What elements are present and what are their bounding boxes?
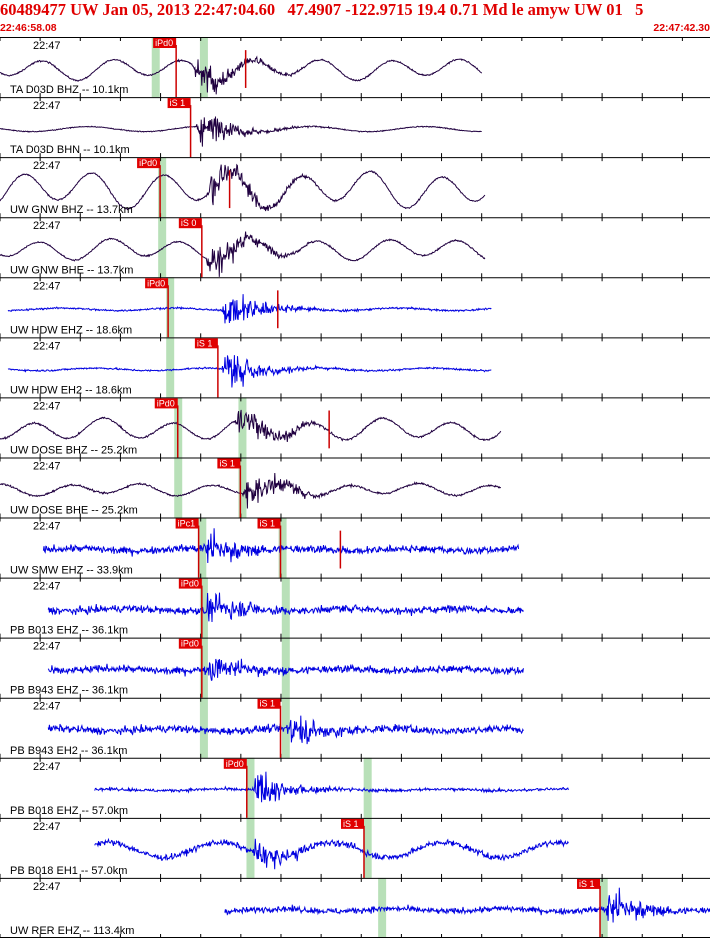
channel-label: UW GNW BHE -- 13.7km [10, 264, 133, 276]
theoretical-arrival-band [151, 37, 160, 98]
phase-pick-label: iPd0 [157, 398, 175, 408]
theoretical-arrival-band [281, 577, 290, 638]
event-header: 60489477 UW Jan 05, 2013 22:47:04.60 47.… [0, 0, 710, 37]
phase-pick-box [167, 98, 191, 109]
waveform-trace [94, 837, 569, 870]
panel-time-label: 22:47 [33, 701, 61, 713]
panel-time-label: 22:47 [33, 280, 61, 292]
phase-pick-label: iS 1 [170, 98, 186, 108]
channel-label: UW DOSE BHE -- 25.2km [10, 505, 138, 517]
phase-pick-box [178, 218, 202, 229]
phase-pick-label: iPd0 [181, 579, 199, 589]
phase-pick-box [145, 278, 169, 289]
seismogram-plot: iPd0 22:47 TA D03D BHZ -- 10.1km iS 1 22:47 T… [0, 37, 710, 938]
phase-pick-label: iPd0 [226, 759, 244, 769]
panel-time-label: 22:47 [33, 160, 61, 172]
channel-label: TA D03D BHN -- 10.1km [10, 144, 130, 156]
phase-pick-label: iS 1 [260, 699, 276, 709]
phase-pick-box [178, 578, 202, 589]
phase-pick-box [257, 518, 281, 529]
waveform-trace [47, 592, 524, 623]
panel-time-label: 22:47 [33, 641, 61, 653]
panel-time-label: 22:47 [33, 460, 61, 472]
channel-label: UW GNW BHZ -- 13.7km [10, 204, 133, 216]
waveform-trace [224, 887, 710, 923]
waveform-trace [7, 294, 492, 324]
theoretical-arrival-band [363, 757, 372, 818]
channel-label: PB B943 EH2 -- 36.1km [10, 745, 127, 757]
waveform-trace [0, 231, 486, 277]
channel-label: UW HDW EHZ -- 18.6km [10, 324, 132, 336]
phase-pick-label: iPd0 [155, 38, 173, 48]
theoretical-arrival-band [166, 337, 175, 398]
phase-pick-box [178, 638, 202, 649]
phase-pick-label: iPc1 [178, 519, 196, 529]
channel-label: UW RER EHZ -- 113.4km [10, 925, 134, 937]
phase-pick-label: iS 0 [181, 218, 197, 228]
channel-label: TA D03D BHZ -- 10.1km [10, 84, 128, 96]
panel-time-label: 22:47 [33, 521, 61, 533]
waveform-trace [7, 355, 492, 388]
phase-pick-label: iS 1 [197, 338, 213, 348]
phase-pick-box [137, 158, 161, 169]
panel-time-label: 22:47 [33, 40, 61, 52]
channel-label: PB B013 EHZ -- 36.1km [10, 625, 128, 637]
channel-label: UW HDW EH2 -- 18.6km [10, 384, 132, 396]
phase-pick-label: iPd0 [181, 639, 199, 649]
channel-label: PB B018 EH1 -- 57.0km [10, 865, 127, 877]
waveform-trace [47, 658, 524, 682]
time-start-label: 22:46:58.08 [0, 22, 57, 34]
phase-pick-label: iS 1 [219, 458, 235, 468]
panel-time-label: 22:47 [33, 821, 61, 833]
theoretical-arrival-band [199, 697, 208, 758]
panel-time-label: 22:47 [33, 581, 61, 593]
theoretical-arrival-band [158, 157, 167, 218]
theoretical-arrival-band [166, 277, 175, 338]
theoretical-arrival-band [246, 757, 255, 818]
phase-pick-box [194, 338, 218, 349]
waveform-trace [0, 116, 482, 147]
channel-label: PB B018 EHZ -- 57.0km [10, 805, 128, 817]
phase-pick-box [577, 878, 601, 889]
phase-pick-box [223, 758, 247, 769]
channel-label: PB B943 EHZ -- 36.1km [10, 685, 128, 697]
phase-pick-label: iS 1 [343, 819, 359, 829]
waveform-trace [94, 771, 569, 803]
panel-time-label: 22:47 [33, 220, 61, 232]
theoretical-arrival-band [363, 817, 372, 878]
phase-pick-label: iPd0 [139, 158, 157, 168]
phase-pick-box [340, 818, 364, 829]
phase-pick-label: iS 1 [579, 879, 595, 889]
theoretical-arrival-band [158, 217, 167, 278]
theoretical-arrival-band [199, 577, 208, 638]
waveform-trace [0, 472, 502, 509]
channel-label: UW SMW EHZ -- 33.9km [10, 565, 133, 577]
theoretical-arrival-band [238, 457, 247, 518]
waveform-trace [47, 715, 524, 745]
panel-time-label: 22:47 [33, 761, 61, 773]
panel-time-label: 22:47 [33, 881, 61, 893]
channel-label: UW DOSE BHZ -- 25.2km [10, 444, 137, 456]
theoretical-arrival-band [199, 37, 208, 98]
panel-time-label: 22:47 [33, 100, 61, 112]
phase-pick-box [257, 698, 281, 709]
waveform-trace [0, 163, 486, 212]
event-title: 60489477 UW Jan 05, 2013 22:47:04.60 47.… [0, 0, 644, 19]
phase-pick-label: iS 1 [260, 519, 276, 529]
waveform-trace [0, 55, 483, 95]
panel-time-label: 22:47 [33, 340, 61, 352]
phase-pick-box [154, 398, 178, 409]
theoretical-arrival-band [246, 817, 255, 878]
theoretical-arrival-band [174, 457, 183, 518]
waveform-trace [0, 409, 502, 442]
phase-pick-box [217, 458, 241, 469]
phase-pick-box [175, 518, 199, 529]
theoretical-arrival-band [281, 637, 290, 698]
phase-pick-box [153, 38, 177, 48]
panel-time-label: 22:47 [33, 400, 61, 412]
time-end-label: 22:47:42.30 [653, 22, 710, 34]
phase-pick-label: iPd0 [147, 278, 165, 288]
